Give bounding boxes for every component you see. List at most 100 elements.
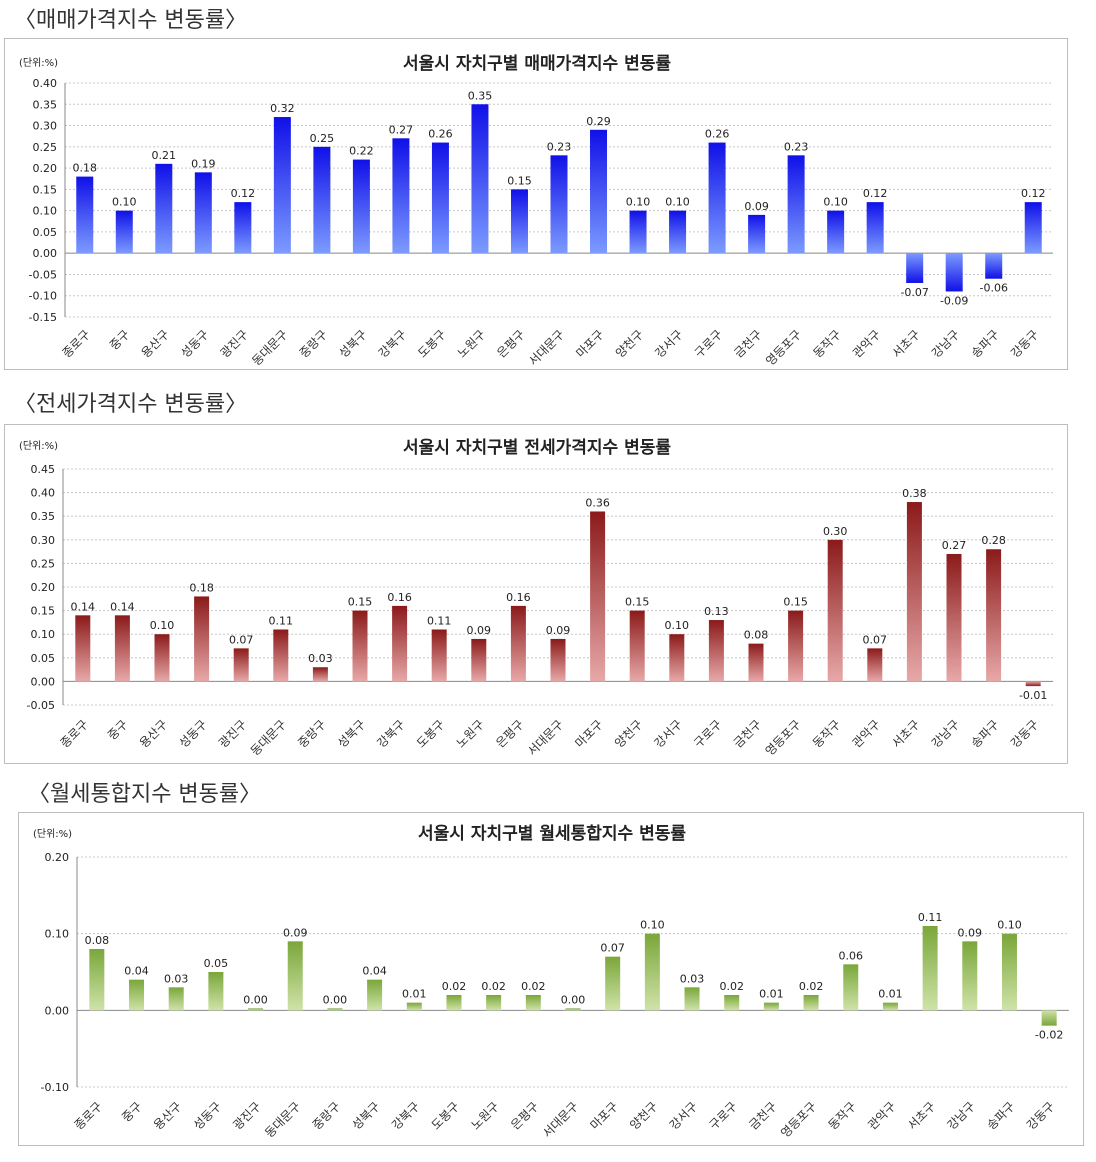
sale-data-label: 0.12 — [1021, 187, 1046, 200]
jeonse-bar — [273, 629, 289, 682]
jeonse-data-label: 0.10 — [665, 619, 690, 632]
jeonse-bar — [392, 605, 408, 682]
monthly-rent-data-label: 0.00 — [323, 993, 348, 1006]
sale-data-label: 0.23 — [547, 140, 572, 153]
sale-data-label: 0.10 — [823, 196, 848, 209]
monthly-rent-data-label: 0.04 — [124, 965, 149, 978]
monthly-rent-data-label: 0.02 — [719, 980, 744, 993]
sale-bar — [76, 176, 94, 254]
jeonse-price-chart: 서울시 자치구별 전세가격지수 변동률 (단위:%) 0.45 0.40 0.35 0.3… — [19, 438, 1053, 758]
jeonse-y-tick-label: 0.35 — [31, 510, 56, 523]
monthly-rent-data-label: 0.10 — [640, 919, 665, 932]
jeonse-bar — [708, 620, 724, 682]
monthly-rent-data-label: 0.01 — [878, 988, 903, 1001]
monthly-rent-x-tick-label: 강동구 — [1024, 1099, 1057, 1132]
jeonse-data-label: 0.07 — [863, 633, 888, 646]
jeonse-x-tick-label: 강북구 — [374, 717, 407, 750]
jeonse-bar — [590, 511, 606, 682]
sale-x-tick-label: 강남구 — [929, 327, 962, 360]
monthly-rent-x-tick-label: 관악구 — [865, 1099, 898, 1132]
jeonse-x-tick-label: 종로구 — [58, 717, 91, 750]
monthly-rent-y-tick-label: 0.20 — [45, 851, 70, 864]
monthly-rent-bar — [367, 979, 383, 1011]
jeonse-bar — [867, 648, 883, 682]
jeonse-y-tick-label: 0.15 — [31, 605, 56, 618]
monthly-rent-x-tick-label: 노원구 — [468, 1099, 501, 1132]
jeonse-y-tick-label: 0.30 — [31, 534, 56, 547]
monthly-rent-bar — [962, 941, 978, 1011]
sale-data-label: 0.10 — [112, 196, 137, 209]
monthly-rent-data-label: 0.04 — [362, 965, 387, 978]
sale-data-label: 0.26 — [428, 128, 453, 141]
jeonse-bar — [75, 615, 91, 682]
sale-y-tick-label: 0.10 — [33, 205, 58, 218]
monthly-rent-chart-title: 서울시 자치구별 월세통합지수 변동률 — [418, 823, 686, 844]
monthly-rent-x-tick-label: 성동구 — [191, 1099, 224, 1132]
sale-x-tick-label: 강서구 — [652, 327, 685, 360]
sale-x-tick-label: 종로구 — [60, 327, 93, 360]
sale-data-label: 0.21 — [152, 149, 177, 162]
sale-bar — [1024, 202, 1042, 254]
sale-bar — [155, 163, 173, 254]
sale-bar — [590, 129, 608, 254]
monthly-rent-data-label: 0.10 — [997, 919, 1022, 932]
monthly-rent-data-label: 0.05 — [204, 957, 229, 970]
monthly-rent-data-label: 0.02 — [442, 980, 467, 993]
sale-data-label: 0.23 — [784, 140, 809, 153]
monthly-rent-bar — [168, 987, 184, 1011]
sale-data-label: 0.12 — [231, 187, 256, 200]
sale-bar — [708, 142, 726, 254]
monthly-rent-bar — [129, 979, 145, 1011]
sale-data-label: 0.26 — [705, 128, 730, 141]
monthly-rent-data-label: 0.06 — [839, 949, 864, 962]
jeonse-y-tick-label: 0.25 — [31, 557, 56, 570]
sale-bar — [945, 253, 963, 292]
jeonse-bar — [946, 553, 962, 682]
jeonse-y-tick-label: -0.05 — [27, 699, 55, 712]
jeonse-data-label: 0.14 — [110, 600, 135, 613]
section-title-sale: 〈매매가격지수 변동률〉 — [14, 8, 248, 33]
jeonse-data-label: 0.15 — [783, 596, 808, 609]
monthly-rent-chart: 서울시 자치구별 월세통합지수 변동률 (단위:%) 0.20 0.10 0.00 -0.… — [33, 823, 1069, 1140]
section-title-jeonse: 〈전세가격지수 변동률〉 — [14, 392, 248, 417]
sale-data-label: 0.19 — [191, 157, 216, 170]
sale-data-label: 0.12 — [863, 187, 888, 200]
monthly-rent-data-label: -0.02 — [1035, 1029, 1063, 1042]
monthly-rent-data-label: 0.03 — [164, 972, 189, 985]
monthly-rent-x-tick-label: 성북구 — [349, 1099, 382, 1132]
jeonse-bar — [194, 596, 210, 682]
jeonse-bar — [114, 615, 130, 682]
jeonse-bar — [629, 610, 645, 682]
jeonse-x-tick-label: 도봉구 — [414, 717, 447, 750]
jeonse-data-label: 0.18 — [189, 581, 214, 594]
sale-data-label: 0.35 — [468, 89, 493, 102]
jeonse-y-tick-label: 0.00 — [31, 675, 56, 688]
jeonse-bar — [669, 634, 685, 682]
monthly-rent-bar — [843, 964, 859, 1011]
monthly-rent-bar — [287, 941, 303, 1011]
monthly-rent-data-label: 0.09 — [958, 926, 983, 939]
sale-data-label: 0.29 — [586, 115, 611, 128]
sale-x-tick-label: 구로구 — [692, 327, 725, 360]
monthly-rent-bar — [724, 995, 740, 1011]
monthly-rent-data-label: 0.02 — [799, 980, 824, 993]
monthly-rent-x-tick-label: 동작구 — [826, 1099, 859, 1132]
sale-x-tick-label: 은평구 — [494, 327, 527, 360]
monthly-rent-x-tick-label: 양천구 — [626, 1099, 660, 1133]
sale-data-label: -0.07 — [900, 286, 928, 299]
monthly-rent-bar — [446, 995, 462, 1011]
jeonse-x-tick-label: 마포구 — [572, 717, 605, 750]
monthly-rent-bar — [327, 1008, 343, 1011]
monthly-rent-x-tick-label: 영등포구 — [778, 1099, 819, 1140]
jeonse-data-label: -0.01 — [1019, 689, 1047, 702]
jeonse-x-tick-label: 노원구 — [454, 717, 487, 750]
monthly-rent-data-label: 0.08 — [85, 934, 110, 947]
monthly-rent-data-label: 0.02 — [521, 980, 546, 993]
sale-y-tick-label: 0.05 — [33, 226, 58, 239]
monthly-rent-y-tick-label: 0.00 — [45, 1004, 70, 1017]
sale-y-tick-label: -0.15 — [29, 311, 57, 324]
sale-bar — [313, 146, 331, 254]
monthly-rent-x-tick-label: 도봉구 — [429, 1099, 462, 1132]
sale-bar — [392, 138, 410, 254]
sale-x-tick-label: 관악구 — [850, 327, 883, 360]
